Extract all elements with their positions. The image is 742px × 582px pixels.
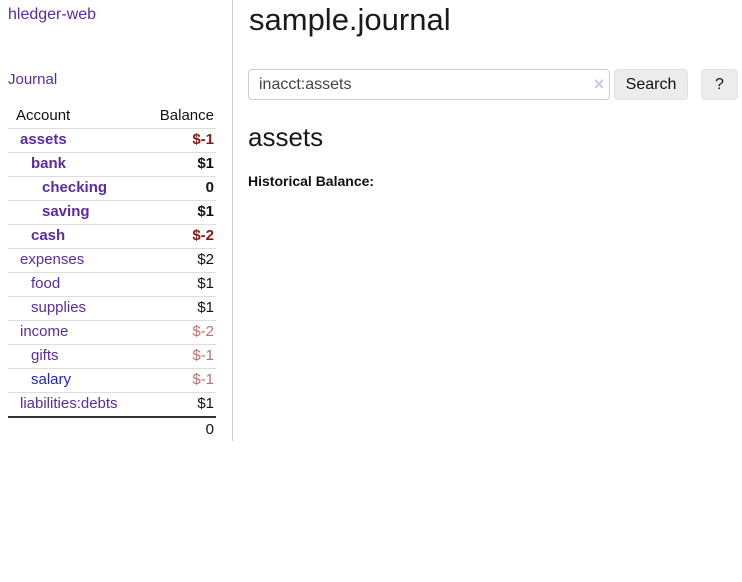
account-balance: $1: [197, 275, 214, 292]
account-row: expenses $2: [8, 248, 216, 272]
account-balance: $1: [197, 395, 214, 412]
sidebar-item-food[interactable]: food: [31, 275, 61, 292]
page-title: sample.journal: [249, 2, 451, 37]
chart-title: Historical Balance:: [248, 173, 375, 189]
account-row: assets $-1: [8, 128, 216, 152]
historical-balance-chart: [241, 198, 661, 348]
accounts-table-header: Account Balance: [8, 104, 216, 128]
account-row: checking 0: [8, 176, 216, 200]
account-row: supplies $1: [8, 296, 216, 320]
accounts-total-value: 0: [205, 421, 214, 438]
account-balance: $-1: [192, 347, 214, 364]
account-row: salary $-1: [8, 368, 216, 392]
sidebar-item-supplies[interactable]: supplies: [31, 299, 87, 316]
app-title-link[interactable]: hledger-web: [8, 6, 97, 23]
account-column-header: Account: [16, 107, 71, 124]
sidebar-item-expenses[interactable]: expenses: [20, 251, 85, 268]
account-balance: $-2: [192, 227, 214, 244]
account-row: liabilities:debts $1: [8, 392, 216, 416]
account-balance: $-1: [192, 371, 214, 388]
search-input[interactable]: [248, 69, 610, 100]
sidebar-item-assets[interactable]: assets: [20, 131, 67, 148]
sidebar-item-cash[interactable]: cash: [31, 227, 66, 244]
help-button[interactable]: ?: [701, 69, 738, 100]
sidebar-item-checking[interactable]: checking: [42, 179, 108, 196]
sidebar-item-bank[interactable]: bank: [31, 155, 67, 172]
sidebar-item-saving[interactable]: saving: [42, 203, 90, 220]
account-balance: $2: [197, 251, 214, 268]
account-balance: $1: [197, 299, 214, 316]
sidebar: hledger-web Journal Account Balance asse…: [0, 0, 232, 582]
sidebar-item-liabilities-debts[interactable]: liabilities:debts: [20, 395, 118, 412]
account-row: cash $-2: [8, 224, 216, 248]
account-balance: 0: [205, 179, 214, 196]
account-heading: assets: [248, 122, 324, 152]
accounts-table: Account Balance assets $-1 bank $1 checking 0…: [8, 104, 216, 438]
sidebar-item-salary[interactable]: salary: [31, 371, 72, 388]
clear-search-icon[interactable]: ×: [593, 74, 605, 94]
sidebar-item-journal[interactable]: Journal: [8, 71, 58, 88]
search-button[interactable]: Search: [614, 69, 688, 100]
account-row: food $1: [8, 272, 216, 296]
sidebar-item-gifts[interactable]: gifts: [31, 347, 59, 364]
account-row: saving $1: [8, 200, 216, 224]
account-row: income $-2: [8, 320, 216, 344]
sidebar-item-income[interactable]: income: [20, 323, 69, 340]
account-balance: $1: [197, 203, 214, 220]
account-row: gifts $-1: [8, 344, 216, 368]
sidebar-divider: [232, 0, 233, 441]
account-balance: $1: [197, 155, 214, 172]
account-balance: $-1: [192, 131, 214, 148]
balance-column-header: Balance: [159, 107, 214, 124]
accounts-total-row: 0: [8, 416, 216, 438]
account-row: bank $1: [8, 152, 216, 176]
account-balance: $-2: [192, 323, 214, 340]
